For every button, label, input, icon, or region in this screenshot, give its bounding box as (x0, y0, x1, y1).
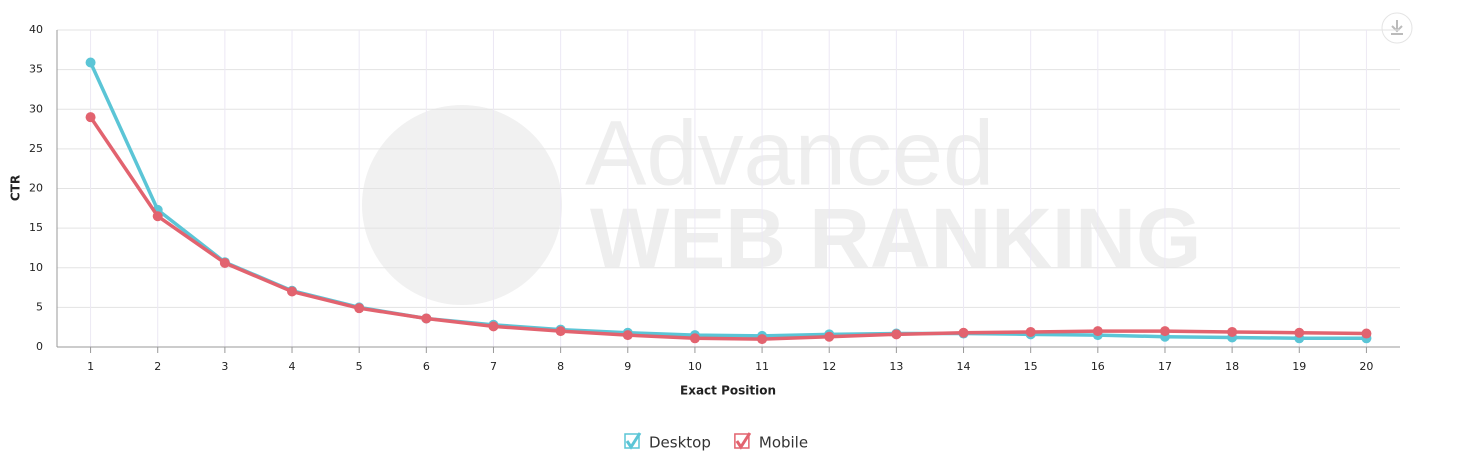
y-axis-title: CTR (9, 175, 23, 201)
series-line (89, 116, 1367, 341)
y-tick-label: 35 (29, 63, 43, 76)
point (488, 321, 499, 332)
x-tick-label: 7 (490, 360, 497, 373)
point (824, 331, 835, 342)
x-tick-label: 13 (889, 360, 903, 373)
point (891, 329, 902, 340)
watermark-globe (362, 105, 562, 305)
watermark-text: WEB RANKING (590, 191, 1201, 285)
x-axis-title: Exact Position (680, 384, 776, 398)
point (1227, 326, 1238, 337)
download-button[interactable] (1381, 12, 1413, 44)
point (1361, 328, 1372, 339)
point (757, 334, 768, 345)
x-tick-label: 1 (87, 360, 94, 373)
download-icon[interactable] (1391, 20, 1403, 35)
legend-label[interactable]: Desktop (649, 434, 711, 452)
point (1025, 326, 1036, 337)
x-tick-label: 19 (1292, 360, 1306, 373)
point (287, 286, 298, 297)
y-tick-label: 0 (36, 340, 43, 353)
point (85, 57, 96, 68)
point (1294, 327, 1305, 338)
watermark-text: Advanced (585, 102, 994, 204)
point (354, 303, 365, 314)
y-tick-label: 25 (29, 142, 43, 155)
legend-label[interactable]: Mobile (759, 434, 808, 452)
point (1092, 326, 1103, 337)
x-tick-label: 18 (1225, 360, 1239, 373)
y-tick-label: 40 (29, 23, 43, 36)
legend-check[interactable] (735, 432, 752, 450)
x-tick-label: 15 (1024, 360, 1038, 373)
point (85, 112, 96, 123)
y-tick-label: 30 (29, 102, 43, 115)
point (1159, 326, 1170, 337)
point (689, 333, 700, 344)
x-tick-label: 3 (221, 360, 228, 373)
point (219, 257, 230, 268)
y-tick-label: 5 (36, 300, 43, 313)
watermark: Advanced WEB RANKING (362, 102, 1201, 305)
x-tick-label: 10 (688, 360, 702, 373)
x-tick-label: 6 (423, 360, 430, 373)
x-tick-label: 14 (957, 360, 971, 373)
y-tick-label: 10 (29, 261, 43, 274)
x-tick-label: 17 (1158, 360, 1172, 373)
x-tick-label: 2 (154, 360, 161, 373)
point (555, 326, 566, 337)
point (958, 327, 969, 338)
x-tick-label: 4 (289, 360, 296, 373)
x-tick-label: 11 (755, 360, 769, 373)
x-tick-label: 20 (1359, 360, 1373, 373)
x-tick-label: 8 (557, 360, 564, 373)
point (152, 211, 163, 222)
point (421, 313, 432, 324)
x-tick-label: 16 (1091, 360, 1105, 373)
x-tick-label: 12 (822, 360, 836, 373)
x-tick-label: 9 (624, 360, 631, 373)
y-tick-label: 20 (29, 182, 43, 195)
x-tick-label: 5 (356, 360, 363, 373)
point (622, 330, 633, 341)
y-tick-label: 15 (29, 221, 43, 234)
legend-check[interactable] (625, 432, 642, 450)
